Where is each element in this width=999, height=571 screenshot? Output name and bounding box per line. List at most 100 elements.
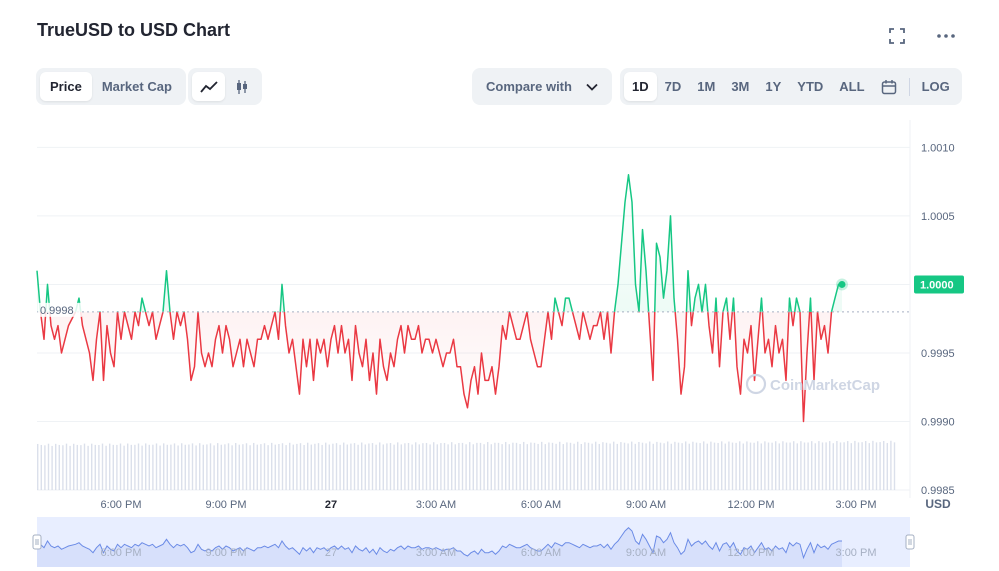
volume-bar bbox=[587, 442, 590, 490]
volume-bar bbox=[296, 443, 298, 490]
baseline-label: 0.9998 bbox=[40, 305, 74, 317]
volume-bar bbox=[764, 441, 766, 490]
volume-bar bbox=[170, 444, 172, 490]
x-tick-label: 6:00 AM bbox=[521, 499, 561, 511]
volume-bar bbox=[314, 443, 316, 490]
range-3m[interactable]: 3M bbox=[731, 79, 750, 94]
log-scale-toggle[interactable]: LOG bbox=[921, 79, 950, 94]
navigator[interactable]: 6:00 PM 9:00 PM 27 3:00 AM 6:00 AM 9:00 AM 12:… bbox=[32, 517, 915, 567]
volume-bar bbox=[602, 442, 604, 490]
volume-bar bbox=[829, 441, 831, 490]
volume-bar bbox=[238, 444, 240, 490]
volume-bar bbox=[494, 442, 496, 490]
volume-bar bbox=[879, 442, 881, 490]
navigator-label: 6:00 AM bbox=[521, 547, 561, 559]
volume-bar bbox=[559, 441, 561, 490]
compare-with-dropdown[interactable]: Compare with bbox=[472, 68, 612, 105]
current-point bbox=[838, 280, 846, 288]
volume-bar bbox=[523, 441, 525, 490]
volume-bar bbox=[706, 443, 708, 490]
volume-bar bbox=[645, 443, 647, 490]
volume-bar bbox=[641, 442, 644, 490]
tab-price[interactable]: Price bbox=[40, 72, 92, 101]
volume-bar bbox=[767, 442, 770, 490]
navigator-label: 27 bbox=[325, 547, 337, 559]
volume-bar bbox=[562, 444, 564, 490]
volume-bar bbox=[137, 443, 140, 490]
volume-bar bbox=[785, 442, 788, 490]
y-tick-label: 0.9995 bbox=[921, 348, 955, 360]
volume-bar bbox=[861, 442, 863, 490]
volume-bar bbox=[447, 444, 449, 490]
line-chart-button[interactable] bbox=[192, 72, 225, 101]
volume-bar bbox=[580, 443, 582, 490]
volume-bar bbox=[692, 441, 694, 490]
range-1d[interactable]: 1D bbox=[624, 72, 657, 101]
expand-icon[interactable] bbox=[888, 27, 906, 45]
range-1m[interactable]: 1M bbox=[697, 79, 716, 94]
volume-bar bbox=[872, 440, 874, 490]
volume-bar bbox=[800, 441, 802, 490]
volume-bar bbox=[796, 443, 798, 490]
volume-bar bbox=[760, 443, 762, 490]
volume-bar bbox=[289, 442, 291, 490]
volume-bar bbox=[80, 445, 82, 490]
range-1y[interactable]: 1Y bbox=[765, 79, 782, 94]
y-tick-label: 0.9990 bbox=[921, 416, 955, 428]
volume-bar bbox=[339, 444, 341, 490]
price-series: 0.9998 bbox=[36, 174, 910, 423]
volume-bar bbox=[134, 444, 136, 490]
volume-bar bbox=[749, 442, 752, 490]
volume-bar bbox=[577, 441, 579, 490]
volume-bar bbox=[677, 442, 680, 490]
volume-bar bbox=[634, 443, 636, 490]
volume-bar bbox=[220, 444, 222, 490]
volume-bar bbox=[620, 442, 622, 490]
volume-bar bbox=[746, 441, 748, 490]
volume-bar bbox=[548, 442, 550, 490]
navigator-label: 6:00 PM bbox=[101, 547, 142, 559]
navigator-line bbox=[36, 527, 842, 560]
range-ytd[interactable]: YTD bbox=[797, 79, 824, 94]
calendar-button[interactable] bbox=[873, 72, 905, 101]
volume-bar bbox=[551, 442, 554, 490]
volume-bar bbox=[191, 443, 194, 490]
volume-bar bbox=[415, 442, 417, 490]
volume-bar bbox=[40, 444, 42, 490]
volume-bar bbox=[411, 444, 413, 490]
volume-bar bbox=[544, 444, 546, 490]
volume-bar bbox=[775, 441, 777, 490]
volume-bar bbox=[598, 443, 600, 490]
chart-type-toggle bbox=[188, 68, 262, 105]
volume-bar bbox=[299, 443, 302, 490]
volume-bar bbox=[839, 442, 842, 490]
volume-bar bbox=[451, 442, 453, 490]
volume-bar bbox=[253, 442, 255, 490]
volume-bar bbox=[721, 441, 723, 490]
tab-market-cap[interactable]: Market Cap bbox=[101, 79, 172, 94]
volume-bar bbox=[623, 442, 626, 490]
volume-bar bbox=[458, 442, 460, 490]
volume-bar bbox=[400, 444, 402, 490]
volume-bar bbox=[595, 441, 597, 490]
volume-bar bbox=[119, 443, 122, 490]
watermark-text: CoinMarketCap bbox=[770, 377, 880, 394]
volume-bar bbox=[317, 443, 320, 490]
more-icon[interactable] bbox=[934, 27, 958, 45]
range-7d[interactable]: 7D bbox=[664, 79, 682, 94]
volume-bar bbox=[742, 443, 744, 490]
volume-bar bbox=[886, 443, 888, 490]
volume-bars bbox=[37, 440, 896, 490]
range-all[interactable]: ALL bbox=[839, 79, 865, 94]
volume-bar bbox=[627, 443, 629, 490]
volume-bar bbox=[271, 442, 273, 490]
volume-bar bbox=[508, 444, 510, 490]
volume-bar bbox=[674, 441, 676, 490]
navigator-label: 3:00 PM bbox=[836, 547, 877, 559]
volume-bar bbox=[476, 442, 478, 490]
x-tick-label: 9:00 AM bbox=[626, 499, 666, 511]
volume-bar bbox=[479, 442, 482, 490]
volume-bar bbox=[101, 443, 104, 490]
candlestick-button[interactable] bbox=[225, 72, 258, 101]
volume-bar bbox=[703, 441, 705, 490]
